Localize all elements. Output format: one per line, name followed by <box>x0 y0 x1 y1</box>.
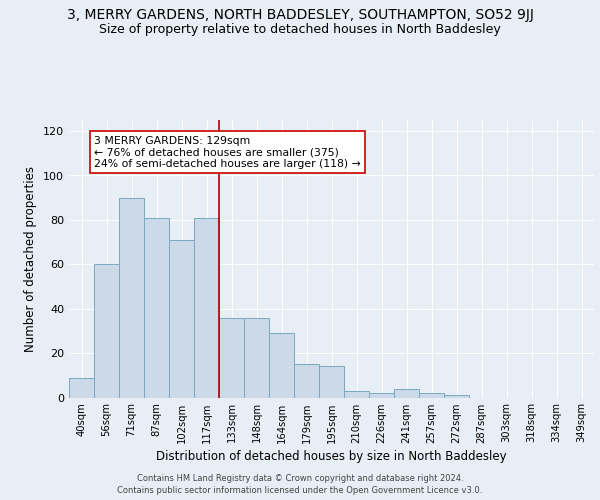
Bar <box>219 318 244 398</box>
Bar <box>144 218 169 398</box>
Bar <box>269 333 294 398</box>
X-axis label: Distribution of detached houses by size in North Baddesley: Distribution of detached houses by size … <box>156 450 507 462</box>
Bar <box>344 391 369 398</box>
Text: Contains public sector information licensed under the Open Government Licence v3: Contains public sector information licen… <box>118 486 482 495</box>
Text: Size of property relative to detached houses in North Baddesley: Size of property relative to detached ho… <box>99 22 501 36</box>
Bar <box>369 393 394 398</box>
Bar <box>294 364 319 398</box>
Text: 3, MERRY GARDENS, NORTH BADDESLEY, SOUTHAMPTON, SO52 9JJ: 3, MERRY GARDENS, NORTH BADDESLEY, SOUTH… <box>67 8 533 22</box>
Text: Contains HM Land Registry data © Crown copyright and database right 2024.: Contains HM Land Registry data © Crown c… <box>137 474 463 483</box>
Bar <box>244 318 269 398</box>
Bar <box>119 198 144 398</box>
Bar <box>319 366 344 398</box>
Bar <box>394 388 419 398</box>
Bar <box>69 378 94 398</box>
Bar <box>169 240 194 398</box>
Bar <box>419 393 444 398</box>
Bar <box>194 218 219 398</box>
Bar <box>444 396 469 398</box>
Y-axis label: Number of detached properties: Number of detached properties <box>25 166 37 352</box>
Bar <box>94 264 119 398</box>
Text: 3 MERRY GARDENS: 129sqm
← 76% of detached houses are smaller (375)
24% of semi-d: 3 MERRY GARDENS: 129sqm ← 76% of detache… <box>94 136 361 168</box>
